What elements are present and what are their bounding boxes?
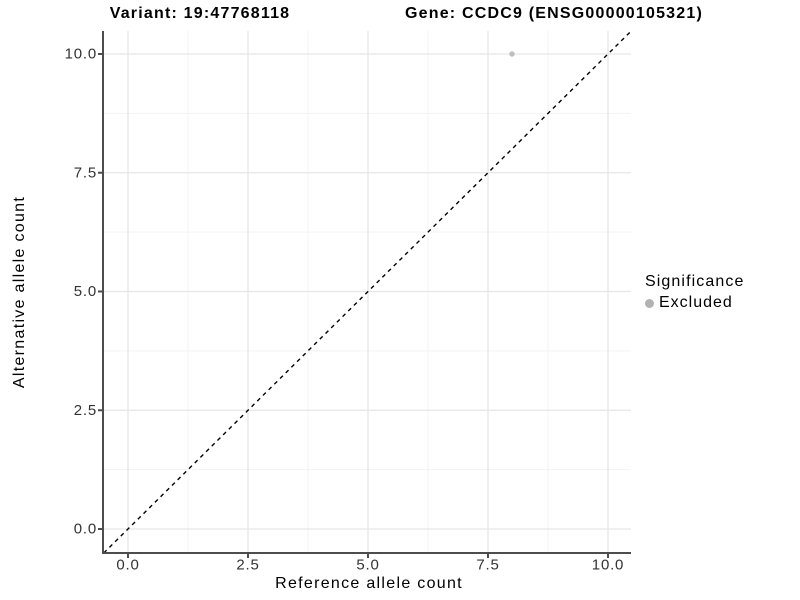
x-tick-label: 5.0 (356, 557, 379, 574)
data-point (509, 51, 515, 57)
y-tick-label: 7.5 (74, 164, 97, 181)
legend-point-icon (645, 298, 654, 308)
legend-item-excluded: Excluded (645, 294, 744, 312)
y-tick-label: 0.0 (74, 521, 97, 538)
x-axis-title: Reference allele count (275, 575, 463, 592)
x-tick-label: 7.5 (476, 557, 499, 574)
legend-title: Significance (645, 273, 745, 290)
identity-reference-line (103, 30, 632, 554)
legend: Significance Excluded (645, 273, 744, 312)
y-tick-label: 2.5 (74, 402, 97, 419)
x-tick-label: 0.0 (116, 557, 139, 574)
x-tick-label: 2.5 (236, 557, 259, 574)
legend-item-label: Excluded (659, 294, 733, 311)
x-tick-label: 10.0 (592, 557, 624, 574)
y-tick-label: 10.0 (65, 46, 97, 63)
plot-title-gene: Gene: CCDC9 (ENSG00000105321) (404, 5, 704, 22)
y-axis-title: Alternative allele count (11, 195, 28, 389)
y-tick-label: 5.0 (74, 283, 97, 300)
plot-title-variant: Variant: 19:47768118 (109, 5, 291, 22)
